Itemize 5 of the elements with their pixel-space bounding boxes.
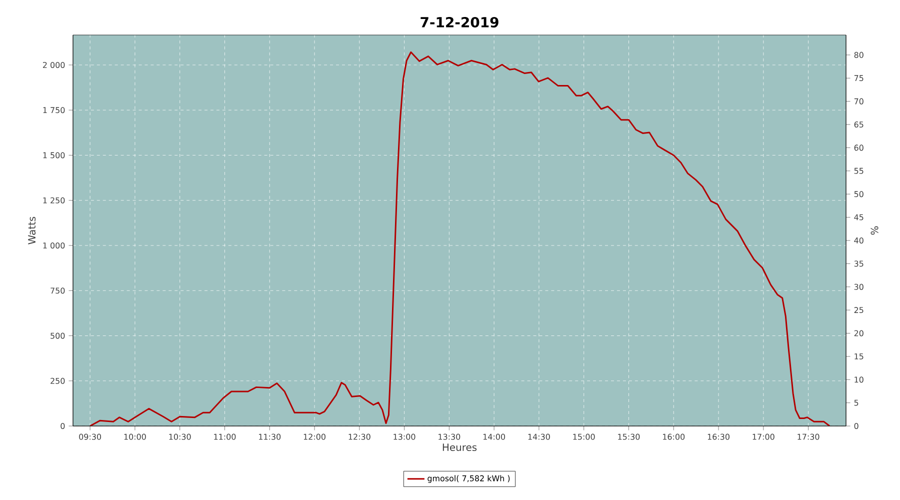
y2-axis-title: % (870, 226, 878, 235)
y-axis-title: Watts (28, 216, 36, 244)
x-axis-title: Heures (442, 444, 477, 452)
line-series (89, 51, 830, 426)
chart-title: 7-12-2019 (420, 16, 498, 28)
